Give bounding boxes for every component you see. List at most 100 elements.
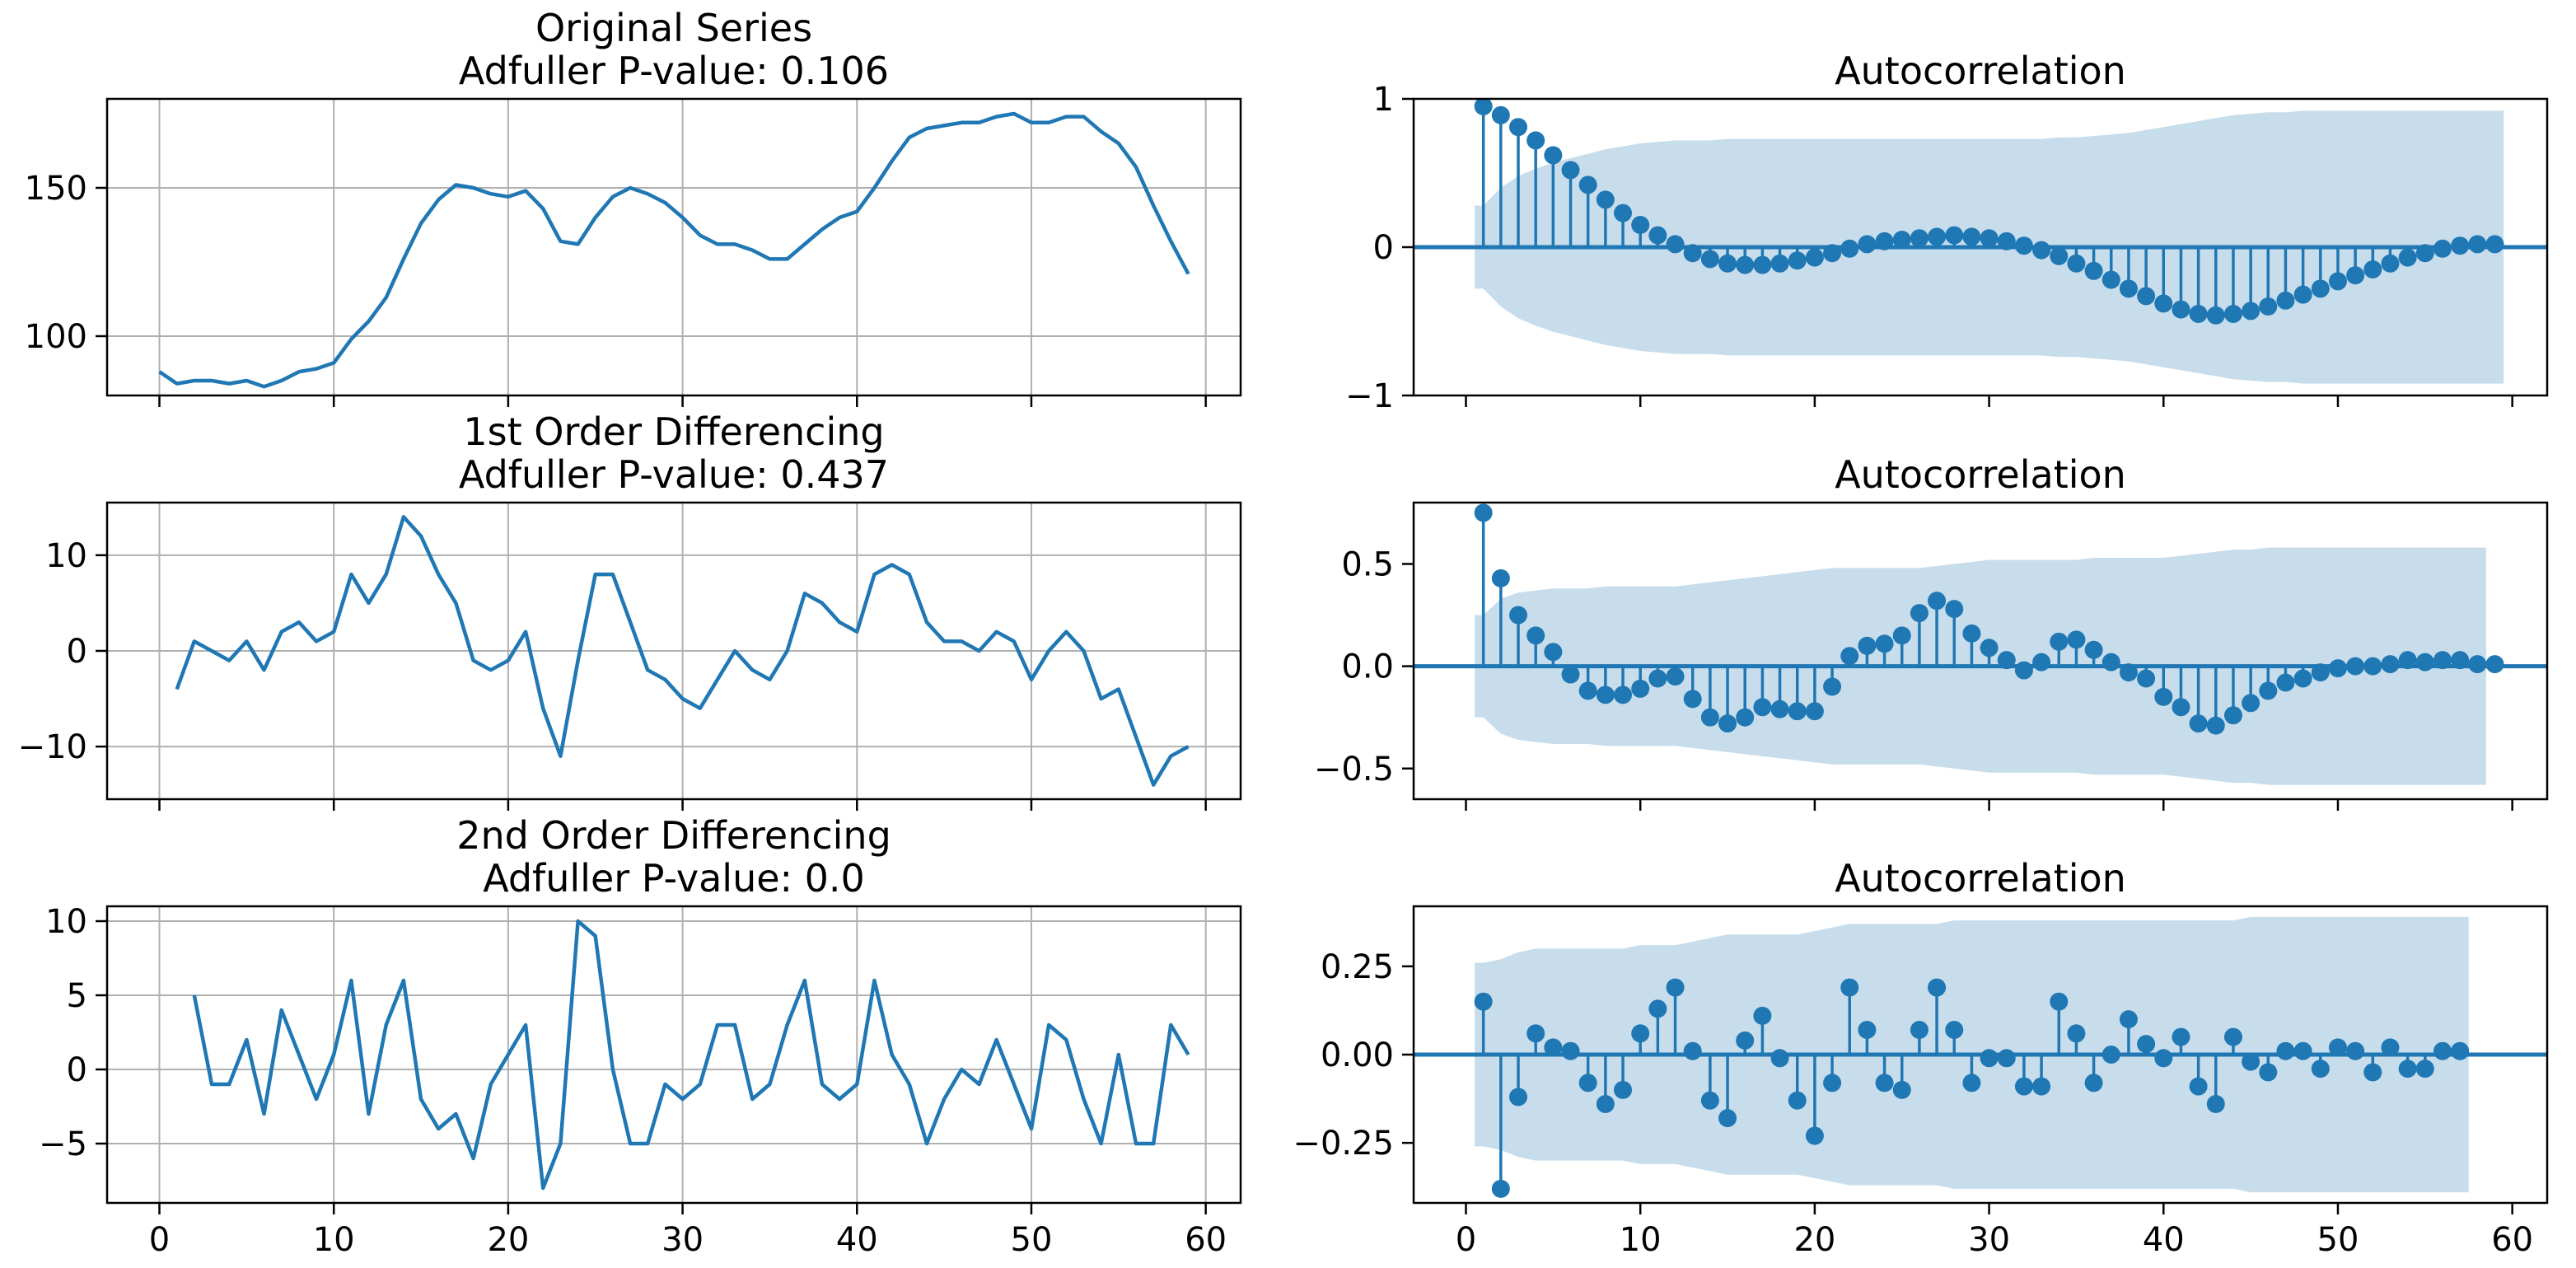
acf-marker: [2415, 653, 2434, 671]
acf-marker: [2172, 1027, 2190, 1046]
axes-frame: [1412, 501, 2549, 801]
acf-marker: [2451, 236, 2470, 255]
acf-marker: [2381, 655, 2400, 674]
acf-marker: [2050, 632, 2069, 651]
acf-marker: [2050, 246, 2069, 265]
acf-marker: [1945, 600, 1964, 619]
y-tick-label: −5: [39, 1125, 87, 1163]
acf-marker: [1683, 1041, 1702, 1060]
acf-marker: [2311, 663, 2330, 682]
acf-marker: [2451, 1041, 2470, 1060]
acf-marker: [2276, 291, 2295, 310]
acf-marker: [2346, 657, 2365, 676]
acf-marker: [2119, 1010, 2138, 1029]
acf-marker: [2468, 235, 2487, 254]
plot-area: [158, 111, 1190, 389]
acf-marker: [2242, 694, 2260, 713]
acf-marker: [2223, 305, 2242, 323]
acf-marker: [2119, 663, 2138, 682]
acf-marker: [2067, 254, 2086, 273]
acf-marker: [2014, 661, 2033, 680]
acf-marker: [2381, 1038, 2400, 1057]
acf-marker: [1509, 1088, 1528, 1107]
acf-marker: [1910, 229, 1928, 248]
acf-marker: [1526, 1024, 1545, 1043]
acf-marker: [2276, 1041, 2295, 1060]
acf-marker: [2363, 1063, 2382, 1082]
acf-marker: [1648, 999, 1667, 1018]
acf-marker: [1788, 251, 1807, 270]
acf-marker: [2154, 687, 2173, 706]
acf-marker: [1770, 1049, 1789, 1068]
acf-marker: [1753, 255, 1772, 274]
acf-marker: [2363, 260, 2382, 278]
acf-marker: [2189, 305, 2208, 323]
x-tick-label: 20: [1793, 1221, 1835, 1259]
plot-area: [1414, 503, 2547, 785]
acf-marker: [2293, 285, 2312, 304]
x-tick-label: 60: [2491, 1221, 2533, 1259]
acf-marker: [2067, 1024, 2086, 1043]
acf-marker: [1805, 1126, 1824, 1145]
acf-marker: [2084, 1074, 2103, 1093]
acf-marker: [1736, 255, 1755, 274]
acf-marker: [1544, 1038, 1563, 1057]
acf-marker: [1997, 651, 2016, 670]
chart-title: 1st Order Differencing: [463, 409, 884, 454]
acf-marker: [1614, 685, 1633, 704]
acf-marker: [2415, 244, 2434, 263]
acf-marker: [1666, 235, 1685, 254]
acf-marker: [1614, 1080, 1633, 1099]
acf-marker: [1910, 1021, 1928, 1039]
x-tick-label: 0: [1456, 1221, 1476, 1259]
acf-marker: [2154, 294, 2173, 313]
acf-marker: [1840, 239, 1859, 258]
y-tick-label: 0.0: [1341, 648, 1394, 686]
y-tick-label: 0: [1373, 229, 1394, 267]
acf-marker: [1736, 1031, 1755, 1050]
chart-title: 2nd Order Differencing: [456, 813, 891, 858]
y-tick-label: 0.5: [1341, 545, 1394, 583]
y-tick-label: 100: [25, 318, 87, 356]
acf-marker: [1962, 227, 1981, 246]
acf-marker: [2398, 248, 2417, 267]
x-tick-label: 30: [662, 1221, 704, 1259]
acf-marker: [1823, 1074, 1842, 1093]
acf-marker: [1823, 677, 1842, 696]
acf-marker: [2485, 655, 2504, 674]
acf-marker: [1945, 1021, 1964, 1039]
acf-marker: [2206, 306, 2225, 325]
acf-marker: [1718, 714, 1737, 733]
acf-marker: [2101, 270, 2120, 289]
acf-marker: [1700, 1091, 1719, 1110]
acf-marker: [2451, 651, 2470, 670]
acf-marker: [1858, 636, 1877, 655]
acf-marker: [1962, 624, 1981, 643]
acf-marker: [1858, 1021, 1877, 1039]
acf-marker: [1858, 235, 1877, 254]
acf-marker: [1753, 1006, 1772, 1025]
acf-marker: [1474, 992, 1493, 1011]
chart-title: Autocorrelation: [1835, 856, 2126, 901]
acf-marker: [2259, 1063, 2278, 1082]
acf-marker: [1875, 1074, 1894, 1093]
acf-marker: [1928, 227, 1947, 246]
acf-marker: [1805, 248, 1824, 267]
x-tick-label: 40: [836, 1221, 878, 1259]
acf-marker: [2223, 1027, 2242, 1046]
acf-marker: [1631, 1024, 1650, 1043]
acf-marker: [1997, 1049, 2016, 1068]
acf-marker: [2084, 640, 2103, 659]
y-tick-label: −0.25: [1293, 1125, 1394, 1163]
y-tick-label: 0.25: [1321, 948, 1394, 986]
axes-frame: [105, 97, 1242, 397]
x-tick-label: 30: [1968, 1221, 2010, 1259]
acf-marker: [2032, 1077, 2051, 1096]
y-tick-label: 10: [45, 903, 87, 941]
acf-marker: [2050, 992, 2069, 1011]
acf-marker: [2259, 681, 2278, 700]
y-tick-label: 0: [67, 633, 87, 671]
acf-marker: [2363, 657, 2382, 676]
